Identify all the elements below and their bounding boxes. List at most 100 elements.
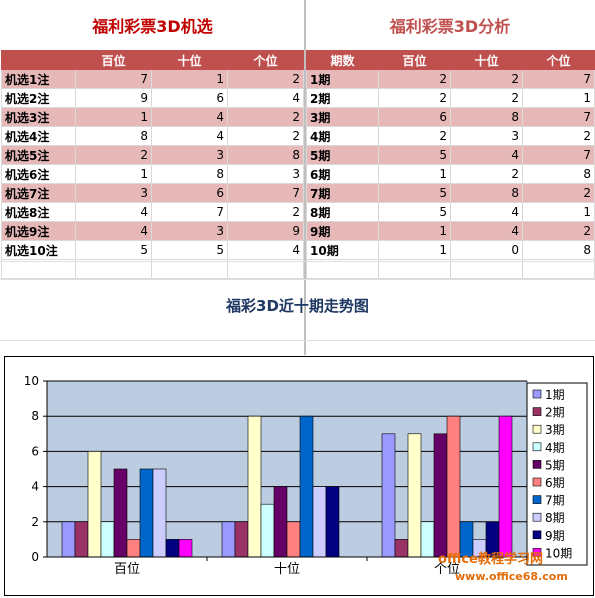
table-cell[interactable]: 2: [227, 69, 304, 89]
row-label[interactable]: 机选3注: [1, 107, 76, 127]
row-label[interactable]: 7期: [306, 183, 379, 203]
table-cell[interactable]: 2: [522, 126, 595, 146]
table-cell[interactable]: 4: [151, 126, 228, 146]
empty-cell[interactable]: [450, 259, 523, 279]
table-cell[interactable]: 9: [75, 88, 152, 108]
table-cell[interactable]: 7: [75, 69, 152, 89]
row-label[interactable]: 机选6注: [1, 164, 76, 184]
table-cell[interactable]: 3: [227, 164, 304, 184]
empty-row: [1, 259, 304, 279]
table-cell[interactable]: 2: [227, 107, 304, 127]
table-cell[interactable]: 3: [75, 183, 152, 203]
table-cell[interactable]: 1: [151, 69, 228, 89]
legend-swatch: [532, 512, 542, 522]
table-cell[interactable]: 4: [75, 221, 152, 241]
row-label[interactable]: 2期: [306, 88, 379, 108]
table-cell[interactable]: 5: [378, 145, 451, 165]
table-cell[interactable]: 6: [378, 107, 451, 127]
table-cell[interactable]: 5: [378, 202, 451, 222]
table-cell[interactable]: 8: [75, 126, 152, 146]
row-label[interactable]: 10期: [306, 240, 379, 260]
legend-label: 9期: [545, 529, 565, 543]
table-cell[interactable]: 4: [151, 107, 228, 127]
table-cell[interactable]: 4: [450, 202, 523, 222]
table-cell[interactable]: 3: [450, 126, 523, 146]
table-cell[interactable]: 6: [151, 183, 228, 203]
bar-5期: [433, 433, 448, 558]
bar-1期: [221, 521, 236, 558]
table-cell[interactable]: 8: [522, 240, 595, 260]
table-cell[interactable]: 0: [450, 240, 523, 260]
table-cell[interactable]: 1: [522, 202, 595, 222]
table-cell[interactable]: 3: [151, 145, 228, 165]
row-label[interactable]: 8期: [306, 202, 379, 222]
table-cell[interactable]: 4: [450, 145, 523, 165]
table-cell[interactable]: 8: [450, 107, 523, 127]
table-cell[interactable]: 2: [75, 145, 152, 165]
table-cell[interactable]: 7: [227, 183, 304, 203]
row-label[interactable]: 6期: [306, 164, 379, 184]
legend-swatch: [532, 424, 542, 434]
table-cell[interactable]: 2: [450, 88, 523, 108]
row-label[interactable]: 3期: [306, 107, 379, 127]
empty-cell[interactable]: [151, 259, 228, 279]
table-cell[interactable]: 8: [450, 183, 523, 203]
table-cell[interactable]: 2: [522, 183, 595, 203]
table-cell[interactable]: 1: [522, 88, 595, 108]
row-label[interactable]: 5期: [306, 145, 379, 165]
empty-cell[interactable]: [522, 259, 595, 279]
table-cell[interactable]: 4: [227, 88, 304, 108]
table-row: 3期 6 8 7: [306, 107, 595, 127]
row-label[interactable]: 机选8注: [1, 202, 76, 222]
table-cell[interactable]: 1: [75, 107, 152, 127]
table-cell[interactable]: 4: [227, 240, 304, 260]
empty-cell[interactable]: [306, 259, 379, 279]
empty-cell[interactable]: [75, 259, 152, 279]
table-cell[interactable]: 2: [450, 69, 523, 89]
table-cell[interactable]: 2: [522, 221, 595, 241]
table-cell[interactable]: 7: [522, 145, 595, 165]
table-cell[interactable]: 3: [151, 221, 228, 241]
table-cell[interactable]: 4: [75, 202, 152, 222]
table-cell[interactable]: 2: [378, 126, 451, 146]
row-label[interactable]: 9期: [306, 221, 379, 241]
table-cell[interactable]: 7: [522, 107, 595, 127]
row-label[interactable]: 1期: [306, 69, 379, 89]
row-label[interactable]: 机选10注: [1, 240, 76, 260]
bar-2期: [74, 521, 89, 558]
row-label[interactable]: 机选1注: [1, 69, 76, 89]
table-cell[interactable]: 5: [151, 240, 228, 260]
row-label[interactable]: 机选7注: [1, 183, 76, 203]
table-cell[interactable]: 2: [450, 164, 523, 184]
table-cell[interactable]: 1: [378, 164, 451, 184]
table-cell[interactable]: 9: [227, 221, 304, 241]
table-cell[interactable]: 2: [227, 202, 304, 222]
table-cell[interactable]: 5: [378, 183, 451, 203]
row-label[interactable]: 4期: [306, 126, 379, 146]
table-cell[interactable]: 5: [75, 240, 152, 260]
empty-cell[interactable]: [227, 259, 304, 279]
table-cell[interactable]: 1: [378, 221, 451, 241]
table-cell[interactable]: 8: [522, 164, 595, 184]
row-label[interactable]: 机选2注: [1, 88, 76, 108]
trend-chart[interactable]: 0 2 4 6 8 10 百位 十位 个位 1期 2期 3期 4期 5期 6期 7期 8期 9期 10期: [4, 356, 594, 596]
row-label[interactable]: 机选5注: [1, 145, 76, 165]
empty-cell[interactable]: [1, 259, 76, 279]
row-label[interactable]: 机选4注: [1, 126, 76, 146]
table-cell[interactable]: 8: [151, 164, 228, 184]
table-cell[interactable]: 1: [378, 240, 451, 260]
table-cell[interactable]: 6: [151, 88, 228, 108]
table-cell[interactable]: 7: [522, 69, 595, 89]
table-cell[interactable]: 8: [227, 145, 304, 165]
table-cell[interactable]: 2: [227, 126, 304, 146]
table-cell[interactable]: 1: [75, 164, 152, 184]
table-cell[interactable]: 7: [151, 202, 228, 222]
table-cell[interactable]: 2: [378, 69, 451, 89]
empty-cell[interactable]: [378, 259, 451, 279]
table-cell[interactable]: 2: [378, 88, 451, 108]
table-row: 8期 5 4 1: [306, 202, 595, 222]
table-cell[interactable]: 4: [450, 221, 523, 241]
bar-4期: [260, 503, 275, 558]
row-label[interactable]: 机选9注: [1, 221, 76, 241]
table-row: 机选4注 8 4 2: [1, 126, 304, 146]
